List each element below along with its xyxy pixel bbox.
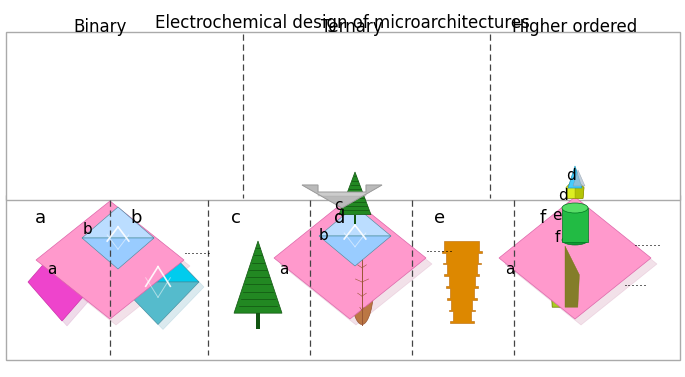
Text: f: f (554, 230, 560, 245)
Polygon shape (302, 185, 382, 208)
Text: Binary: Binary (73, 18, 127, 36)
Polygon shape (302, 185, 382, 208)
Bar (562, 208, 588, 242)
Ellipse shape (350, 239, 374, 325)
Bar (256, 313, 260, 329)
Text: Electrochemical design of microarchitectures: Electrochemical design of microarchitect… (155, 14, 530, 32)
Polygon shape (117, 282, 199, 325)
Text: d: d (566, 169, 576, 184)
FancyBboxPatch shape (6, 195, 680, 360)
Polygon shape (573, 170, 585, 186)
Ellipse shape (562, 235, 588, 245)
Text: c: c (334, 199, 342, 213)
Polygon shape (280, 203, 432, 325)
Text: .......: ....... (426, 242, 454, 254)
Polygon shape (122, 245, 204, 329)
Text: .......: ....... (184, 244, 212, 256)
Ellipse shape (562, 203, 588, 213)
Polygon shape (568, 166, 582, 188)
Text: a: a (506, 262, 514, 277)
Text: e: e (552, 208, 562, 224)
Polygon shape (234, 241, 282, 313)
Text: Ternary: Ternary (321, 18, 383, 36)
Text: f: f (540, 209, 546, 227)
Polygon shape (274, 197, 426, 319)
Polygon shape (339, 172, 371, 215)
Polygon shape (319, 206, 391, 236)
FancyBboxPatch shape (6, 32, 680, 200)
Text: e: e (434, 209, 445, 227)
Text: a: a (279, 262, 288, 277)
Polygon shape (42, 207, 190, 325)
Polygon shape (82, 207, 154, 238)
Polygon shape (28, 243, 96, 321)
Polygon shape (82, 238, 154, 269)
Polygon shape (442, 241, 482, 323)
Polygon shape (319, 236, 391, 266)
Text: b: b (130, 209, 142, 227)
Polygon shape (36, 201, 184, 319)
Text: .......: ....... (634, 236, 662, 250)
Text: Higher ordered: Higher ordered (512, 18, 638, 36)
Polygon shape (575, 178, 584, 198)
Text: b: b (319, 228, 329, 244)
Text: a: a (34, 209, 46, 227)
Polygon shape (117, 239, 199, 282)
Text: d: d (558, 188, 568, 204)
Polygon shape (499, 197, 651, 319)
Polygon shape (505, 203, 657, 325)
Polygon shape (33, 248, 101, 326)
Polygon shape (566, 178, 584, 198)
Bar (353, 215, 356, 224)
Text: d: d (334, 209, 346, 227)
Text: b: b (83, 222, 93, 238)
Polygon shape (551, 246, 580, 307)
Text: ......: ...... (624, 276, 648, 288)
Polygon shape (565, 246, 580, 307)
Text: a: a (47, 262, 57, 277)
Text: c: c (231, 209, 241, 227)
